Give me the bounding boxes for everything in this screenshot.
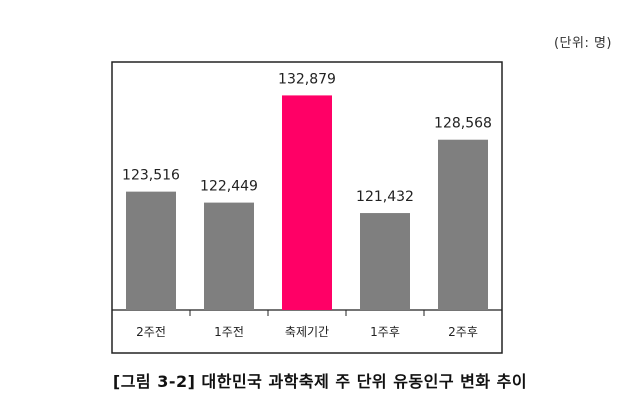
bar-0 [126, 191, 176, 310]
bar-3 [360, 213, 410, 310]
value-label-4: 128,568 [434, 116, 492, 132]
unit-label: (단위: 명) [553, 36, 612, 51]
plot-frame [111, 61, 503, 354]
category-label-4: 2주후 [448, 325, 478, 339]
category-label-2: 축제기간 [285, 325, 329, 339]
value-label-2: 132,879 [278, 71, 336, 87]
value-label-0: 123,516 [122, 168, 180, 184]
category-label-3: 1주후 [370, 325, 400, 339]
figure-caption: [그림 3-2] 대한민국 과학축제 주 단위 유동인구 변화 추이 [112, 372, 528, 391]
value-label-3: 121,432 [356, 189, 414, 205]
bar-1 [204, 202, 254, 310]
value-label-1: 122,449 [200, 179, 258, 195]
bar-4 [438, 139, 488, 310]
category-label-1: 1주전 [214, 325, 244, 339]
bars-layer [126, 95, 488, 310]
category-label-0: 2주전 [136, 325, 166, 339]
labels-layer: 123,516 2주전 122,449 1주전 132,879 축제기간 121,432 1주… [122, 71, 492, 339]
bar-2 [282, 95, 332, 310]
bar-chart: 123,516 2주전 122,449 1주전 132,879 축제기간 121,432 1주… [111, 61, 503, 354]
